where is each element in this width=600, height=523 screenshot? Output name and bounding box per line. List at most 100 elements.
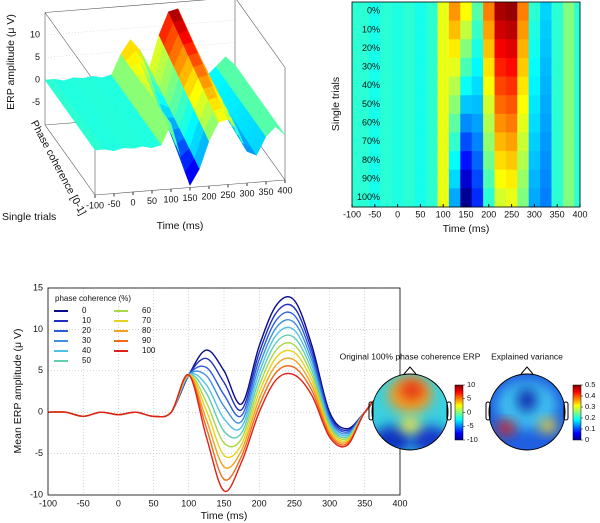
heat-cell xyxy=(426,76,438,96)
heat-cell xyxy=(562,169,575,189)
heat-cell xyxy=(528,76,541,96)
heat-cell xyxy=(562,95,575,115)
x-tick-label: 0 xyxy=(116,498,121,508)
heat-cell xyxy=(483,57,495,77)
heat-cell xyxy=(528,132,541,152)
heat-cell xyxy=(391,169,404,189)
series-line xyxy=(47,372,401,493)
heat-cell xyxy=(574,113,581,133)
heat-cell xyxy=(357,151,370,171)
heat-cell xyxy=(437,188,450,208)
heat-cell xyxy=(471,20,484,40)
z-tick-label: 0 xyxy=(35,74,40,84)
heat-cell xyxy=(562,57,575,77)
map-title: Original 100% phase coherence ERP xyxy=(340,351,481,361)
heat-cell xyxy=(437,76,450,96)
heat-cell xyxy=(494,188,507,208)
heat-cell xyxy=(517,39,530,59)
heat-cell xyxy=(494,95,507,115)
x-tick-label: 400 xyxy=(277,185,292,195)
y-axis-label: Mean ERP amplitude (μ V) xyxy=(12,329,24,454)
heat-cell xyxy=(437,20,450,40)
legend-label: 40 xyxy=(82,346,91,355)
heat-cell xyxy=(403,132,416,152)
heat-cell xyxy=(505,57,518,77)
legend-label: 70 xyxy=(142,316,151,325)
heat-cell xyxy=(517,95,530,115)
ear xyxy=(485,401,491,421)
heat-cell xyxy=(414,20,427,40)
heat-cell xyxy=(380,57,393,77)
heat-cell xyxy=(494,20,507,40)
heat-cell xyxy=(369,57,381,77)
heat-cell xyxy=(391,76,404,96)
row-label: 0% xyxy=(367,6,380,16)
line-panel: -100 -50 0 50 100 150 200 250 300 350 400-10-50510… xyxy=(12,282,408,521)
heat-cell xyxy=(471,169,484,189)
heat-cell xyxy=(551,188,564,208)
heat-cell xyxy=(426,20,438,40)
z-tick-label: -5 xyxy=(32,97,40,107)
heat-cell xyxy=(357,20,370,40)
legend-label: 0 xyxy=(82,306,87,315)
heat-cell xyxy=(551,95,564,115)
row-label: 70% xyxy=(362,136,380,146)
heat-cell xyxy=(414,169,427,189)
heat-cell xyxy=(352,132,359,152)
y-axis-label: Single trials xyxy=(330,77,342,131)
colorbar-tick-label: 0.4 xyxy=(585,391,595,400)
heat-cell xyxy=(540,20,552,40)
heat-cell xyxy=(391,132,404,152)
heat-cell xyxy=(551,113,564,133)
x-tick-label: 150 xyxy=(182,193,197,203)
heat-cell xyxy=(448,39,461,59)
heat-cell xyxy=(551,76,564,96)
heat-cell xyxy=(528,2,541,22)
heat-cell xyxy=(562,39,575,59)
heat-cell xyxy=(448,76,461,96)
x-tick-label: 250 xyxy=(220,190,235,200)
heat-cell xyxy=(448,57,461,77)
heat-cell xyxy=(562,20,575,40)
y-tick-label: 5 xyxy=(38,365,43,375)
x-tick-label: -50 xyxy=(107,199,120,209)
heat-cell xyxy=(471,57,484,77)
heat-cell xyxy=(391,57,404,77)
legend-label: 20 xyxy=(82,326,91,335)
heat-cell xyxy=(460,39,473,59)
plot-area xyxy=(48,288,400,495)
heat-cell xyxy=(448,188,461,208)
x-tick-label: 50 xyxy=(415,209,425,219)
heat-cell xyxy=(391,188,404,208)
heat-cell xyxy=(426,95,438,115)
heat-cell xyxy=(369,76,381,96)
heat-cell xyxy=(391,2,404,22)
x-tick-label: -50 xyxy=(77,498,90,508)
heat-cell xyxy=(471,76,484,96)
heat-cell xyxy=(574,95,581,115)
row-label: 60% xyxy=(362,118,380,128)
heat-cell xyxy=(528,113,541,133)
heat-cell xyxy=(540,57,552,77)
map-title: Explained variance xyxy=(491,351,563,361)
heat-cell xyxy=(460,2,473,22)
heat-cell xyxy=(414,151,427,171)
heat-cell xyxy=(494,169,507,189)
heat-cell xyxy=(528,20,541,40)
heat-cell xyxy=(517,151,530,171)
heat-cell xyxy=(517,132,530,152)
colorbar-tick-label: 0.3 xyxy=(585,402,595,411)
heat-cell xyxy=(551,39,564,59)
heat-cell xyxy=(426,113,438,133)
heat-cell xyxy=(380,169,393,189)
heat-cell xyxy=(391,20,404,40)
heat-cell xyxy=(426,151,438,171)
x-tick-label: 200 xyxy=(481,209,496,219)
y-axis-label-2: Single trials xyxy=(2,211,56,223)
heat-cell xyxy=(494,2,507,22)
heat-cell xyxy=(460,169,473,189)
heat-cell xyxy=(448,113,461,133)
heat-cell xyxy=(562,2,575,22)
heat-cell xyxy=(505,76,518,96)
heat-cell xyxy=(369,20,381,40)
